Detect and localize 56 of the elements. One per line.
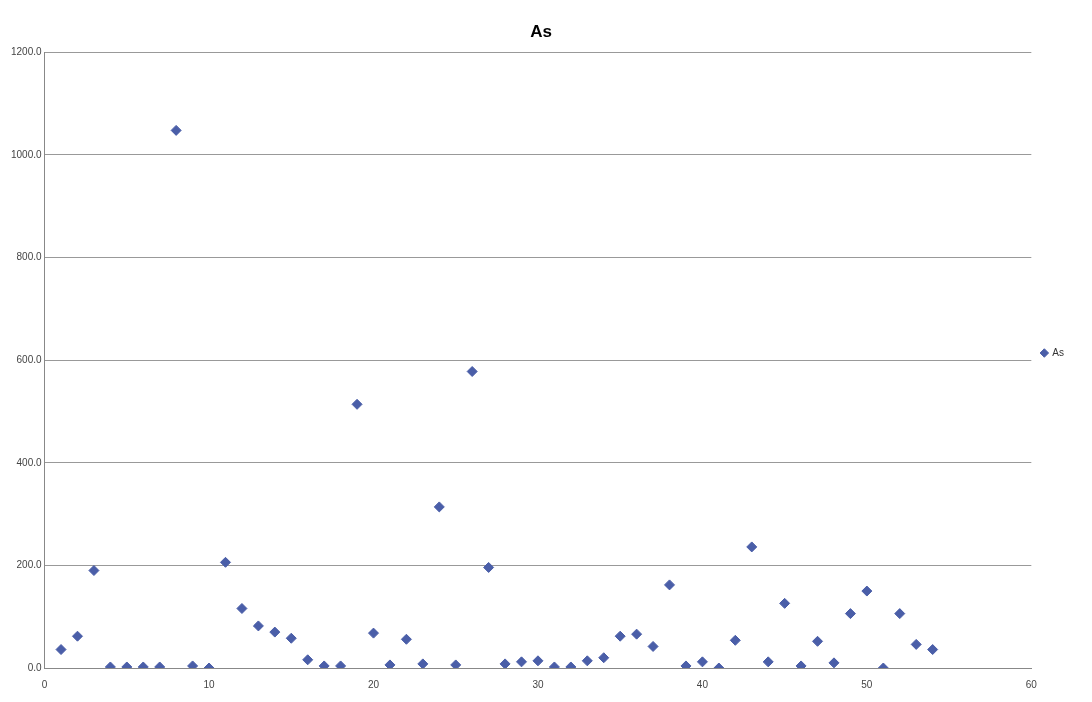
x-tick-label: 20 <box>367 678 380 690</box>
y-tick-label: 400.0 <box>16 456 43 468</box>
y-tick-label: 600.0 <box>16 353 43 365</box>
point <box>647 640 659 652</box>
point <box>598 652 610 664</box>
point <box>433 501 445 513</box>
point <box>55 644 67 656</box>
point <box>269 626 281 638</box>
point <box>351 398 363 410</box>
point <box>762 656 774 668</box>
y-tick-label: 200.0 <box>16 559 43 571</box>
point <box>170 124 182 136</box>
x-tick-label: 60 <box>1025 678 1038 690</box>
point <box>88 565 100 577</box>
point <box>236 602 248 614</box>
point <box>861 585 873 597</box>
point <box>729 634 741 646</box>
point <box>746 541 758 553</box>
x-tick-label: 30 <box>532 678 544 690</box>
x-tick-label: 40 <box>696 678 709 690</box>
point <box>927 644 939 656</box>
point <box>812 635 824 647</box>
point <box>910 638 922 650</box>
point <box>302 654 314 666</box>
point <box>499 658 511 668</box>
point <box>828 657 840 668</box>
y-tick-label: 1200.0 <box>10 46 43 58</box>
point <box>779 597 791 609</box>
y-tick-label: 800.0 <box>16 251 43 263</box>
chart-title: As <box>530 21 552 41</box>
point <box>417 658 429 668</box>
x-tick-label: 0 <box>41 678 48 690</box>
point <box>466 365 478 377</box>
x-tick-label: 10 <box>203 678 216 690</box>
point <box>631 628 643 640</box>
x-tick-label: 50 <box>861 678 873 690</box>
y-tick-label: 1000.0 <box>10 148 43 160</box>
point <box>844 608 856 620</box>
point <box>368 627 379 639</box>
point <box>400 633 412 645</box>
point <box>894 608 906 620</box>
y-tick-label: 0.0 <box>27 661 43 673</box>
point <box>581 655 593 667</box>
point <box>614 630 626 642</box>
point <box>219 556 231 568</box>
point <box>532 655 544 667</box>
point <box>664 579 676 591</box>
point <box>384 659 396 668</box>
point <box>516 656 528 668</box>
legend-label: As <box>1052 346 1064 358</box>
point <box>696 656 708 668</box>
point <box>285 632 297 644</box>
point <box>450 659 462 668</box>
point <box>252 620 264 632</box>
point <box>71 630 83 642</box>
point <box>483 561 495 573</box>
